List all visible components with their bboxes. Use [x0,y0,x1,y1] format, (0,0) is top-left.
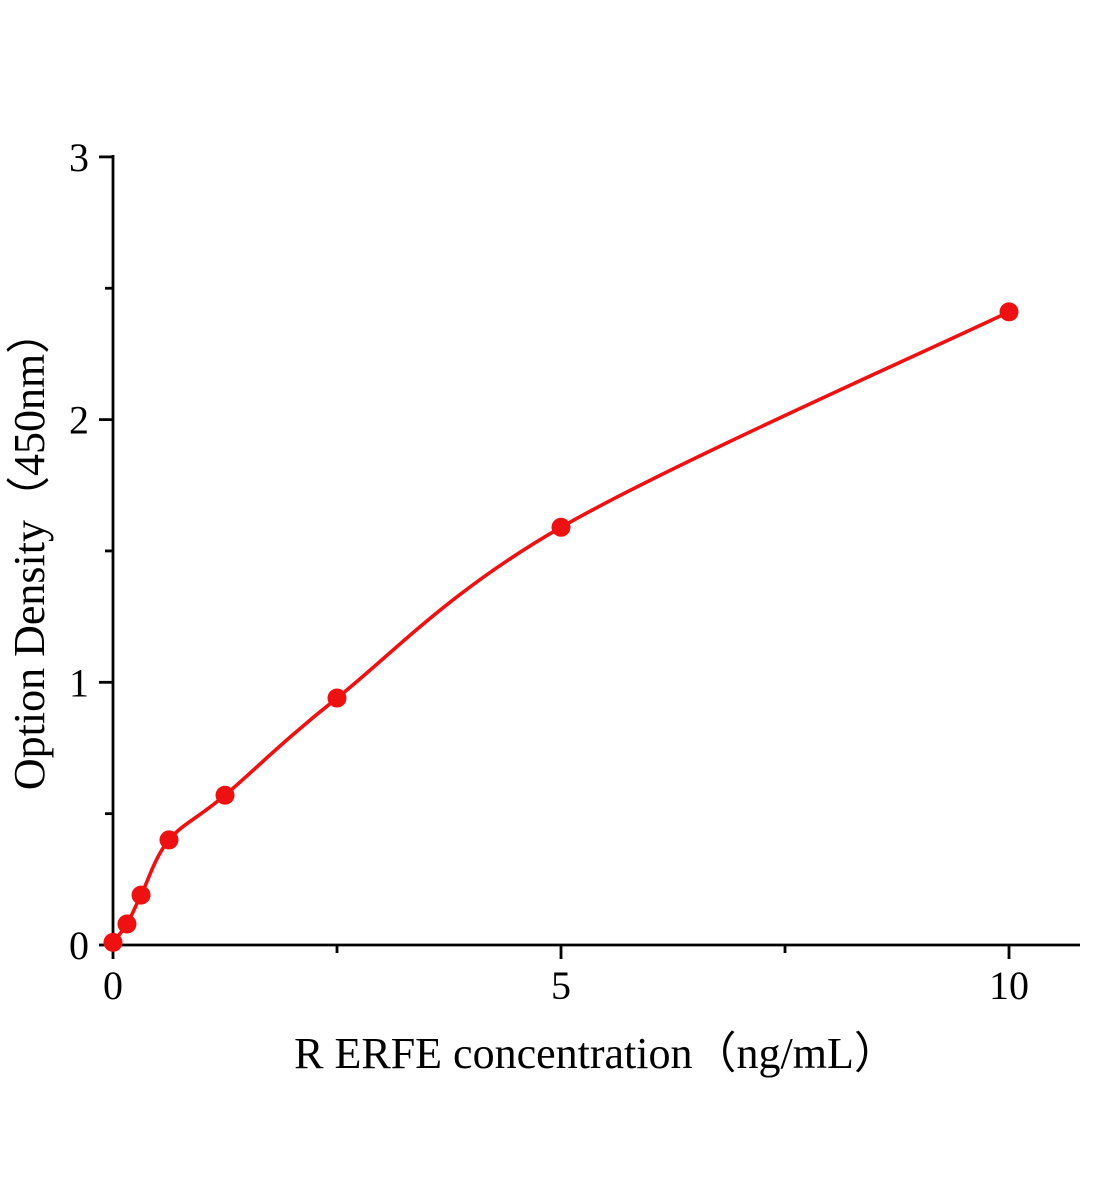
data-point [327,688,347,708]
axes-group [111,155,1080,947]
data-point [131,885,151,905]
fit-curve [111,310,1011,945]
y-axis-label: Option Density（450nm） [5,310,54,790]
y-tick-label: 0 [69,923,89,968]
x-axis-label: R ERFE concentration（ng/mL） [294,1029,898,1078]
x-tick-label: 10 [989,963,1029,1008]
data-point [551,517,571,537]
data-point [103,932,123,952]
tick-labels-group: 0 5 10 0 1 2 3 [69,135,1029,1008]
data-point [999,302,1019,322]
x-tick-label: 5 [551,963,571,1008]
series-group [103,302,1019,952]
data-point [159,830,179,850]
data-point [215,785,235,805]
data-point [117,914,137,934]
y-tick-label: 1 [69,660,89,705]
y-tick-label: 3 [69,135,89,180]
ticks-group [99,155,1011,959]
x-tick-label: 0 [103,963,123,1008]
y-tick-label: 2 [69,398,89,443]
